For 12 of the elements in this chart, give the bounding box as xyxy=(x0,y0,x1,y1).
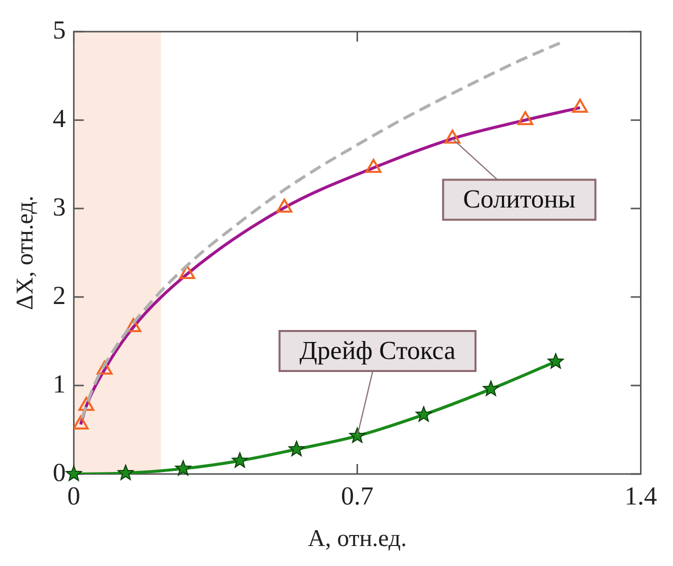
series-label: Солитоны xyxy=(463,184,576,214)
y-tick-label: 0 xyxy=(52,458,66,487)
y-axis-title: ΔX, отн.ед. xyxy=(12,196,39,310)
y-tick-label: 2 xyxy=(52,280,66,310)
y-tick-label: 1 xyxy=(52,369,66,398)
series-label: Дрейф Стокса xyxy=(300,336,456,365)
y-tick-label: 4 xyxy=(52,104,66,133)
x-tick-label: 1.4 xyxy=(624,481,657,510)
x-axis-title: A, отн.ед. xyxy=(308,526,407,552)
y-tick-label: 5 xyxy=(52,15,66,44)
y-tick-label: 3 xyxy=(52,192,66,222)
x-tick-label: 0.7 xyxy=(341,481,374,510)
